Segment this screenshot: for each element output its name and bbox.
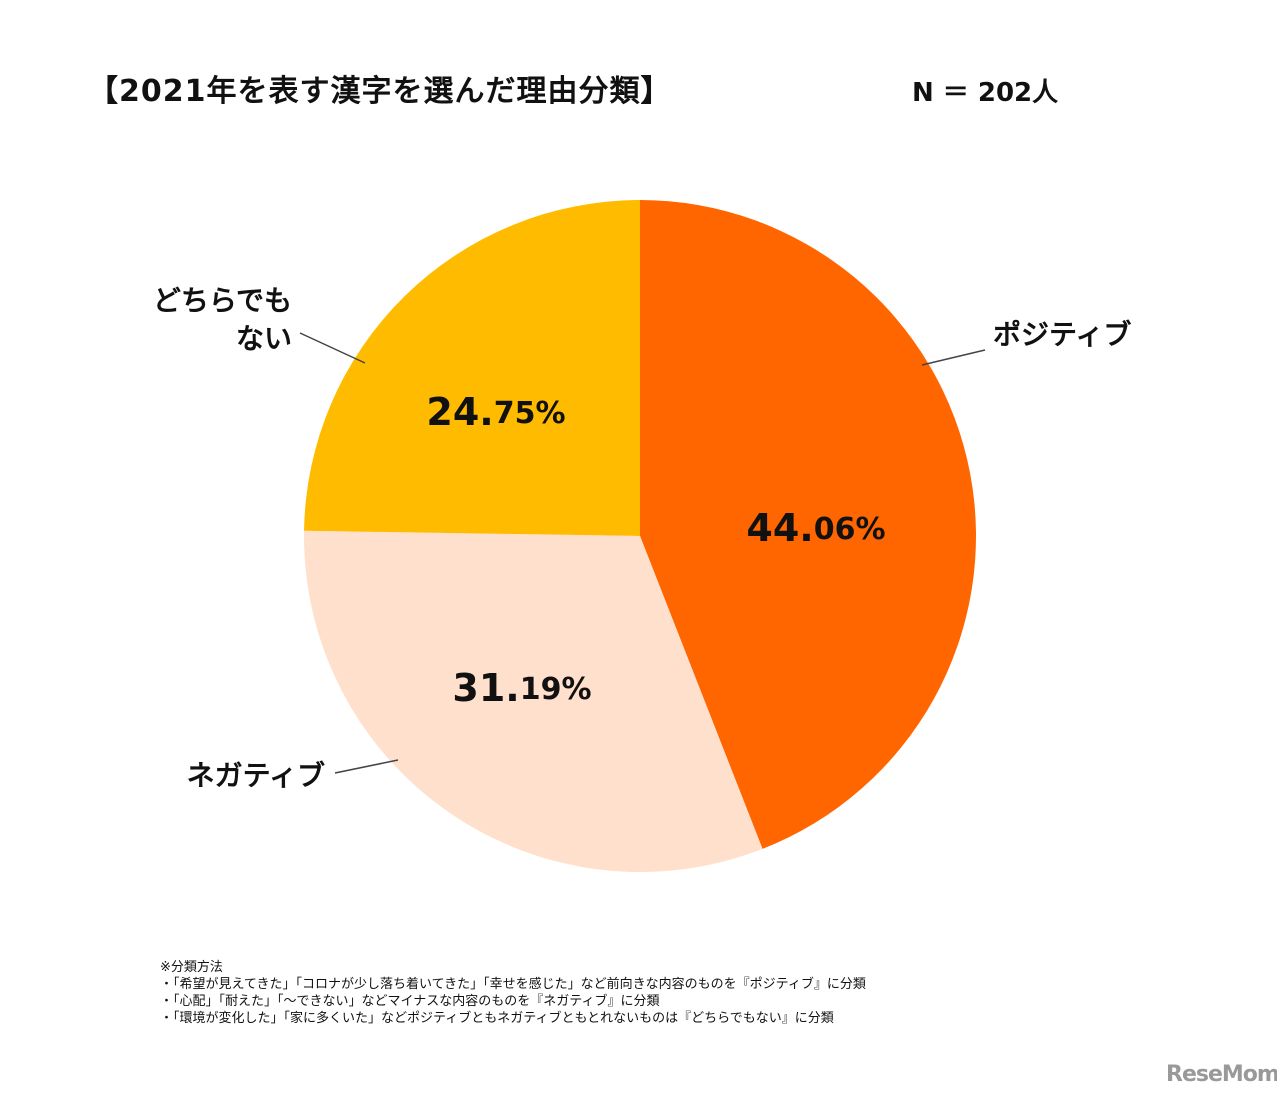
note-heading: ※分類方法 <box>160 959 223 974</box>
category-label-1: ネガティブ <box>187 759 325 792</box>
classification-notes: ※分類方法 ・「希望が見えてきた」「コロナが少し落ち着いてきた」「幸せを感じた」… <box>160 958 866 1026</box>
value-label-0: 44.06% <box>746 506 885 550</box>
pie-slice-1 <box>303 530 763 872</box>
value-label-2: 24.75% <box>426 390 565 434</box>
category-label-2: どちらでもない <box>153 284 292 355</box>
value-label-1: 31.19% <box>452 666 591 710</box>
pie-slice-0 <box>640 200 976 849</box>
pie-slice-2 <box>304 200 640 536</box>
leader-line-0 <box>921 349 986 366</box>
chart-title: 【2021年を表す漢字を選んだ理由分類】 <box>88 74 672 109</box>
sample-size: N ＝ 202人 <box>912 78 1059 108</box>
note-positive: ・「希望が見えてきた」「コロナが少し落ち着いてきた」「幸せを感じた」など前向きな… <box>160 976 866 991</box>
note-neither: ・「環境が変化した」「家に多くいた」などポジティブともネガティブともとれないもの… <box>160 1010 834 1025</box>
category-label-0: ポジティブ <box>993 318 1131 351</box>
resemom-logo: ReseMom <box>1166 1062 1277 1087</box>
leader-line-1 <box>334 759 399 774</box>
note-negative: ・「心配」「耐えた」「～できない」などマイナスな内容のものを『ネガティブ』に分類 <box>160 993 660 1008</box>
leader-line-2 <box>299 332 366 364</box>
